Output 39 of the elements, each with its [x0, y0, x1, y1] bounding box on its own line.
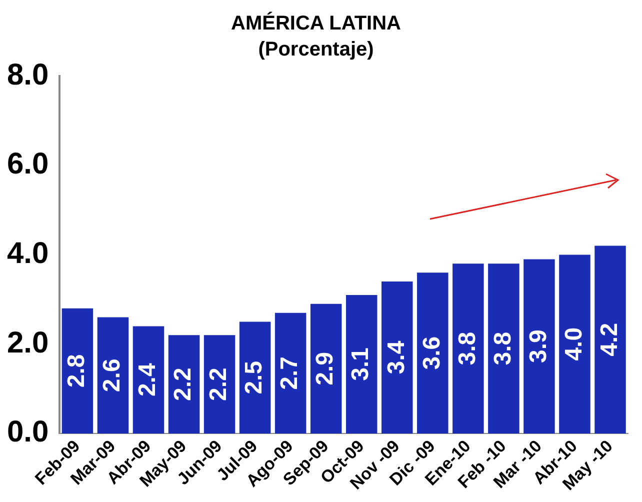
bar [62, 308, 94, 434]
bar [204, 335, 236, 434]
y-tick-label: 6.0 [6, 148, 49, 181]
bar [97, 317, 129, 434]
data-label: 2.2 [170, 368, 197, 402]
data-label: 3.1 [347, 348, 374, 381]
y-tick-label: 0.0 [6, 416, 49, 449]
data-label: 2.8 [63, 354, 90, 388]
data-label: 3.8 [454, 332, 481, 366]
bar [559, 254, 590, 434]
y-tick-label: 8.0 [6, 58, 49, 92]
bar [310, 304, 342, 434]
bar [452, 264, 484, 434]
y-tick-label: 4.0 [6, 237, 49, 270]
data-label: 2.4 [134, 362, 162, 397]
bar [382, 282, 413, 434]
bar [132, 326, 164, 434]
bar [594, 246, 626, 434]
bar [346, 294, 378, 434]
chart-subtitle: (Porcentaje) [258, 38, 374, 61]
data-label: 4.0 [560, 327, 588, 361]
data-label: 3.4 [382, 340, 410, 374]
data-label: 4.2 [596, 322, 623, 356]
bar [417, 272, 448, 434]
y-tick-label: 2.0 [6, 326, 49, 360]
data-label: 2.7 [276, 356, 304, 390]
data-label: 3.9 [524, 330, 552, 364]
data-label: 3.6 [418, 336, 446, 370]
bar [274, 312, 306, 434]
data-label: 3.8 [489, 332, 516, 366]
data-label: 2.2 [205, 368, 232, 402]
bar [239, 322, 271, 434]
data-label: 2.5 [240, 360, 268, 394]
data-label: 2.6 [98, 358, 126, 392]
bar [488, 264, 520, 434]
bar [524, 259, 555, 434]
bar [168, 335, 200, 434]
data-label: 2.9 [312, 352, 339, 386]
chart-title: AMÉRICA LATINA [231, 12, 401, 35]
